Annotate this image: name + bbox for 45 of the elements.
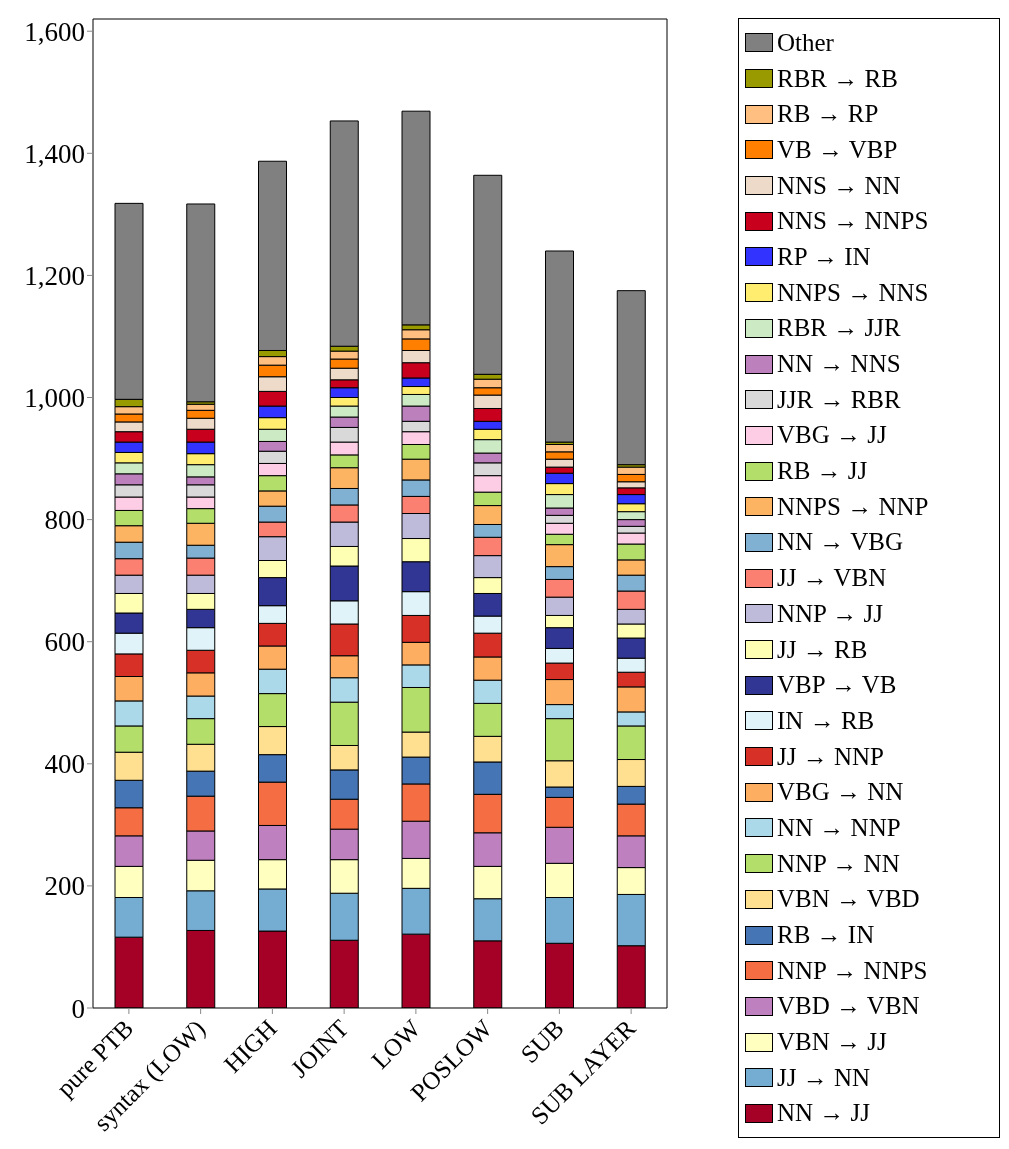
legend-label: RBR → JJR	[777, 314, 901, 343]
legend-label: IN → RB	[777, 706, 875, 735]
legend-label: Other	[777, 28, 834, 57]
bar	[401, 110, 431, 326]
legend-label: NNP → NN	[777, 849, 900, 878]
legend-label: VBN → VBD	[777, 885, 920, 914]
bar	[545, 250, 574, 443]
y-tick-label: 200	[44, 871, 85, 902]
bar	[616, 290, 646, 466]
legend-label: VBN → JJ	[777, 1028, 887, 1057]
legend-label: NNPS → NNP	[777, 492, 929, 521]
legend-label: VBG → JJ	[777, 421, 887, 450]
legend-label: NN → JJ	[777, 1099, 871, 1128]
legend-label: JJ → RB	[777, 635, 868, 664]
bar	[186, 203, 216, 403]
legend-label: NNS → NNPS	[777, 207, 929, 236]
y-tick-label: 1,200	[24, 260, 85, 291]
legend-label: NNP → JJ	[777, 599, 884, 628]
legend-label: VBD → VBN	[777, 992, 920, 1021]
legend-label: VB → VBP	[777, 135, 898, 164]
y-tick-label: 1,000	[24, 383, 85, 414]
legend-label: JJ → NN	[777, 1063, 871, 1092]
legend-label: RBR → RB	[777, 64, 898, 93]
legend-label: VBP → VB	[777, 671, 897, 700]
legend-label: NNP → NNPS	[777, 956, 928, 985]
legend-label: NN → NNP	[777, 813, 901, 842]
legend-label: NNPS → NNS	[777, 278, 929, 307]
legend-label: JJ → NNP	[777, 742, 884, 771]
legend-label: JJ → VBN	[777, 564, 887, 593]
y-tick-label: 600	[44, 627, 85, 658]
y-tick-label: 800	[44, 505, 85, 536]
legend-label: NN → NNS	[777, 350, 901, 379]
y-tick-label: 400	[44, 749, 85, 780]
y-tick-label: 1,400	[24, 138, 85, 169]
legend-label: JJR → RBR	[777, 385, 901, 414]
legend-label: NN → VBG	[777, 528, 903, 557]
legend-label: NNS → NN	[777, 171, 901, 200]
legend-label: RB → RP	[777, 100, 879, 129]
legend-label: RB → IN	[777, 921, 875, 950]
y-tick-label: 0	[71, 993, 85, 1024]
legend-label: VBG → NN	[777, 778, 904, 807]
legend-label: RB → JJ	[777, 457, 868, 486]
x-tick-label: SUB	[515, 1014, 569, 1068]
y-tick-label: 1,600	[24, 16, 85, 47]
legend-label: RP → IN	[777, 242, 871, 271]
